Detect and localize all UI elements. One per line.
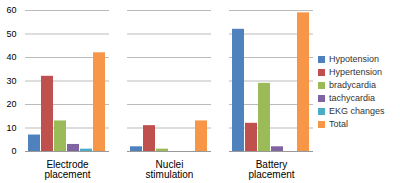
- html-text:EKG changes: EKG changes: [329, 106, 385, 116]
- svg-text:50: 50: [6, 29, 16, 39]
- svg-text:20: 20: [6, 99, 16, 109]
- html-text:Hypotension: Hypotension: [329, 54, 379, 64]
- svg-text:30: 30: [6, 76, 16, 86]
- html-text:bradycardia: bradycardia: [329, 80, 376, 90]
- svg-text:10: 10: [6, 123, 16, 133]
- svg-text:Nucleistimulation: Nucleistimulation: [146, 159, 194, 180]
- svg-text:0: 0: [11, 146, 16, 156]
- svg-text:40: 40: [6, 52, 16, 62]
- html-text:Hypertension: Hypertension: [329, 67, 382, 77]
- svg-text:Batteryplacement: Batteryplacement: [248, 159, 294, 180]
- html-text:tachycardia: tachycardia: [329, 93, 375, 103]
- svg-text:60: 60: [6, 5, 16, 15]
- svg-text:Electrodeplacement: Electrodeplacement: [44, 159, 90, 180]
- html-text:Total: Total: [329, 119, 348, 129]
